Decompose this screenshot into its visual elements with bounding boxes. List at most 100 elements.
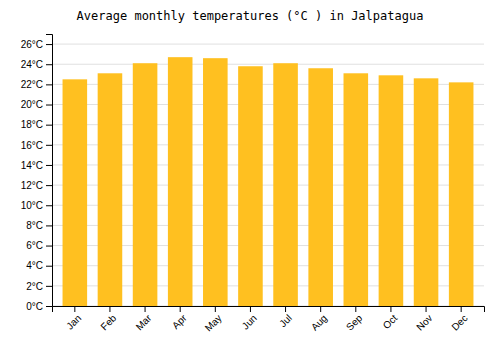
bars: [63, 57, 474, 306]
tick: 18°C: [21, 119, 52, 130]
bar: [168, 57, 193, 306]
tick-label: 2°C: [26, 281, 43, 292]
axis-line: [53, 307, 485, 313]
grid: [52, 44, 484, 306]
tick-mark: [46, 246, 52, 247]
tick: Dec: [449, 306, 469, 333]
tick-mark: [145, 306, 146, 312]
tick-label: Dec: [449, 312, 469, 332]
tick-label: 14°C: [21, 160, 43, 171]
tick-mark: [355, 306, 356, 312]
grid-line: [52, 44, 484, 45]
tick-mark: [285, 306, 286, 312]
tick-mark: [109, 306, 110, 312]
tick-label: Aug: [309, 312, 329, 332]
tick-mark: [46, 165, 52, 166]
tick: Sep: [344, 306, 365, 333]
bar: [449, 82, 474, 306]
axis-line: [46, 35, 53, 307]
bar: [344, 73, 369, 306]
tick-mark: [46, 306, 52, 307]
tick: 22°C: [21, 79, 52, 90]
tick-mark: [46, 185, 52, 186]
bar: [414, 78, 439, 306]
tick-mark: [46, 145, 52, 146]
chart: Average monthly temperatures (°C ) in Ja…: [0, 0, 500, 350]
tick-mark: [390, 306, 391, 312]
tick-label: Jun: [240, 312, 259, 331]
tick-label: 22°C: [21, 79, 43, 90]
tick: Aug: [309, 306, 329, 333]
title: Average monthly temperatures (°C ) in Ja…: [77, 9, 424, 23]
tick: Mar: [134, 306, 154, 332]
tick-label: 16°C: [21, 140, 43, 151]
tick-mark: [46, 205, 52, 206]
tick-label: 10°C: [21, 200, 43, 211]
tick: 10°C: [21, 200, 52, 211]
tick: 16°C: [21, 140, 52, 151]
tick: Apr: [170, 306, 189, 331]
tick-label: 6°C: [26, 240, 43, 251]
tick: Feb: [98, 306, 118, 332]
tick-mark: [426, 306, 427, 312]
tick-label: Jan: [64, 312, 83, 331]
bar: [273, 63, 298, 306]
bar: [238, 66, 263, 306]
bar: [98, 73, 123, 306]
tick-mark: [46, 266, 52, 267]
tick-mark: [74, 306, 75, 312]
tick-mark: [180, 306, 181, 312]
tick-label: Feb: [98, 312, 118, 332]
tick-mark: [46, 125, 52, 126]
bar: [133, 63, 158, 306]
tick-label: Nov: [414, 312, 434, 332]
tick-mark: [46, 44, 52, 45]
tick: 14°C: [21, 160, 52, 171]
tick-mark: [46, 225, 52, 226]
tick: 0°C: [26, 301, 52, 312]
x-axis: Jan Feb Mar Apr May Jun Jul Aug Sep Oct Nov Dec: [53, 306, 485, 334]
tick-label: 4°C: [26, 260, 43, 271]
tick-mark: [46, 286, 52, 287]
tick-mark: [215, 306, 216, 312]
tick-mark: [46, 84, 52, 85]
tick: Oct: [381, 306, 400, 331]
tick-mark: [320, 306, 321, 312]
tick-label: 18°C: [21, 119, 43, 130]
tick-label: 26°C: [21, 39, 43, 50]
tick-label: 24°C: [21, 59, 43, 70]
tick-label: May: [203, 312, 224, 333]
bar: [63, 79, 88, 306]
tick-label: 12°C: [21, 180, 43, 191]
tick: Nov: [414, 306, 434, 333]
tick-mark: [461, 306, 462, 312]
bar: [379, 75, 404, 306]
bar: [203, 58, 228, 306]
grid-line: [52, 64, 484, 65]
plot: 0°C 2°C 4°C 6°C 8°C 10°C 12°C 14°C 16°C 18°C 20°C 2…: [21, 35, 485, 334]
tick: 8°C: [26, 220, 52, 231]
tick: 12°C: [21, 180, 52, 191]
tick-label: Jul: [277, 312, 294, 329]
tick: 24°C: [21, 59, 52, 70]
tick-mark: [46, 105, 52, 106]
y-axis: 0°C 2°C 4°C 6°C 8°C 10°C 12°C 14°C 16°C 18°C 20°C 2…: [21, 35, 53, 312]
tick: Jun: [240, 306, 259, 332]
tick: May: [203, 306, 224, 334]
tick-label: Apr: [170, 312, 189, 331]
tick-mark: [250, 306, 251, 312]
tick-label: 8°C: [26, 220, 43, 231]
tick-mark: [46, 64, 52, 65]
tick-label: 0°C: [26, 301, 43, 312]
tick-label: Sep: [344, 312, 365, 333]
tick: Jul: [277, 306, 294, 329]
tick: 6°C: [26, 240, 52, 251]
tick-label: Oct: [381, 312, 400, 331]
tick: 20°C: [21, 99, 52, 110]
bar: [308, 68, 333, 306]
tick: 26°C: [21, 39, 52, 50]
tick-label: Mar: [134, 312, 154, 332]
tick: 4°C: [26, 260, 52, 271]
tick: 2°C: [26, 281, 52, 292]
tick: Jan: [64, 306, 83, 332]
